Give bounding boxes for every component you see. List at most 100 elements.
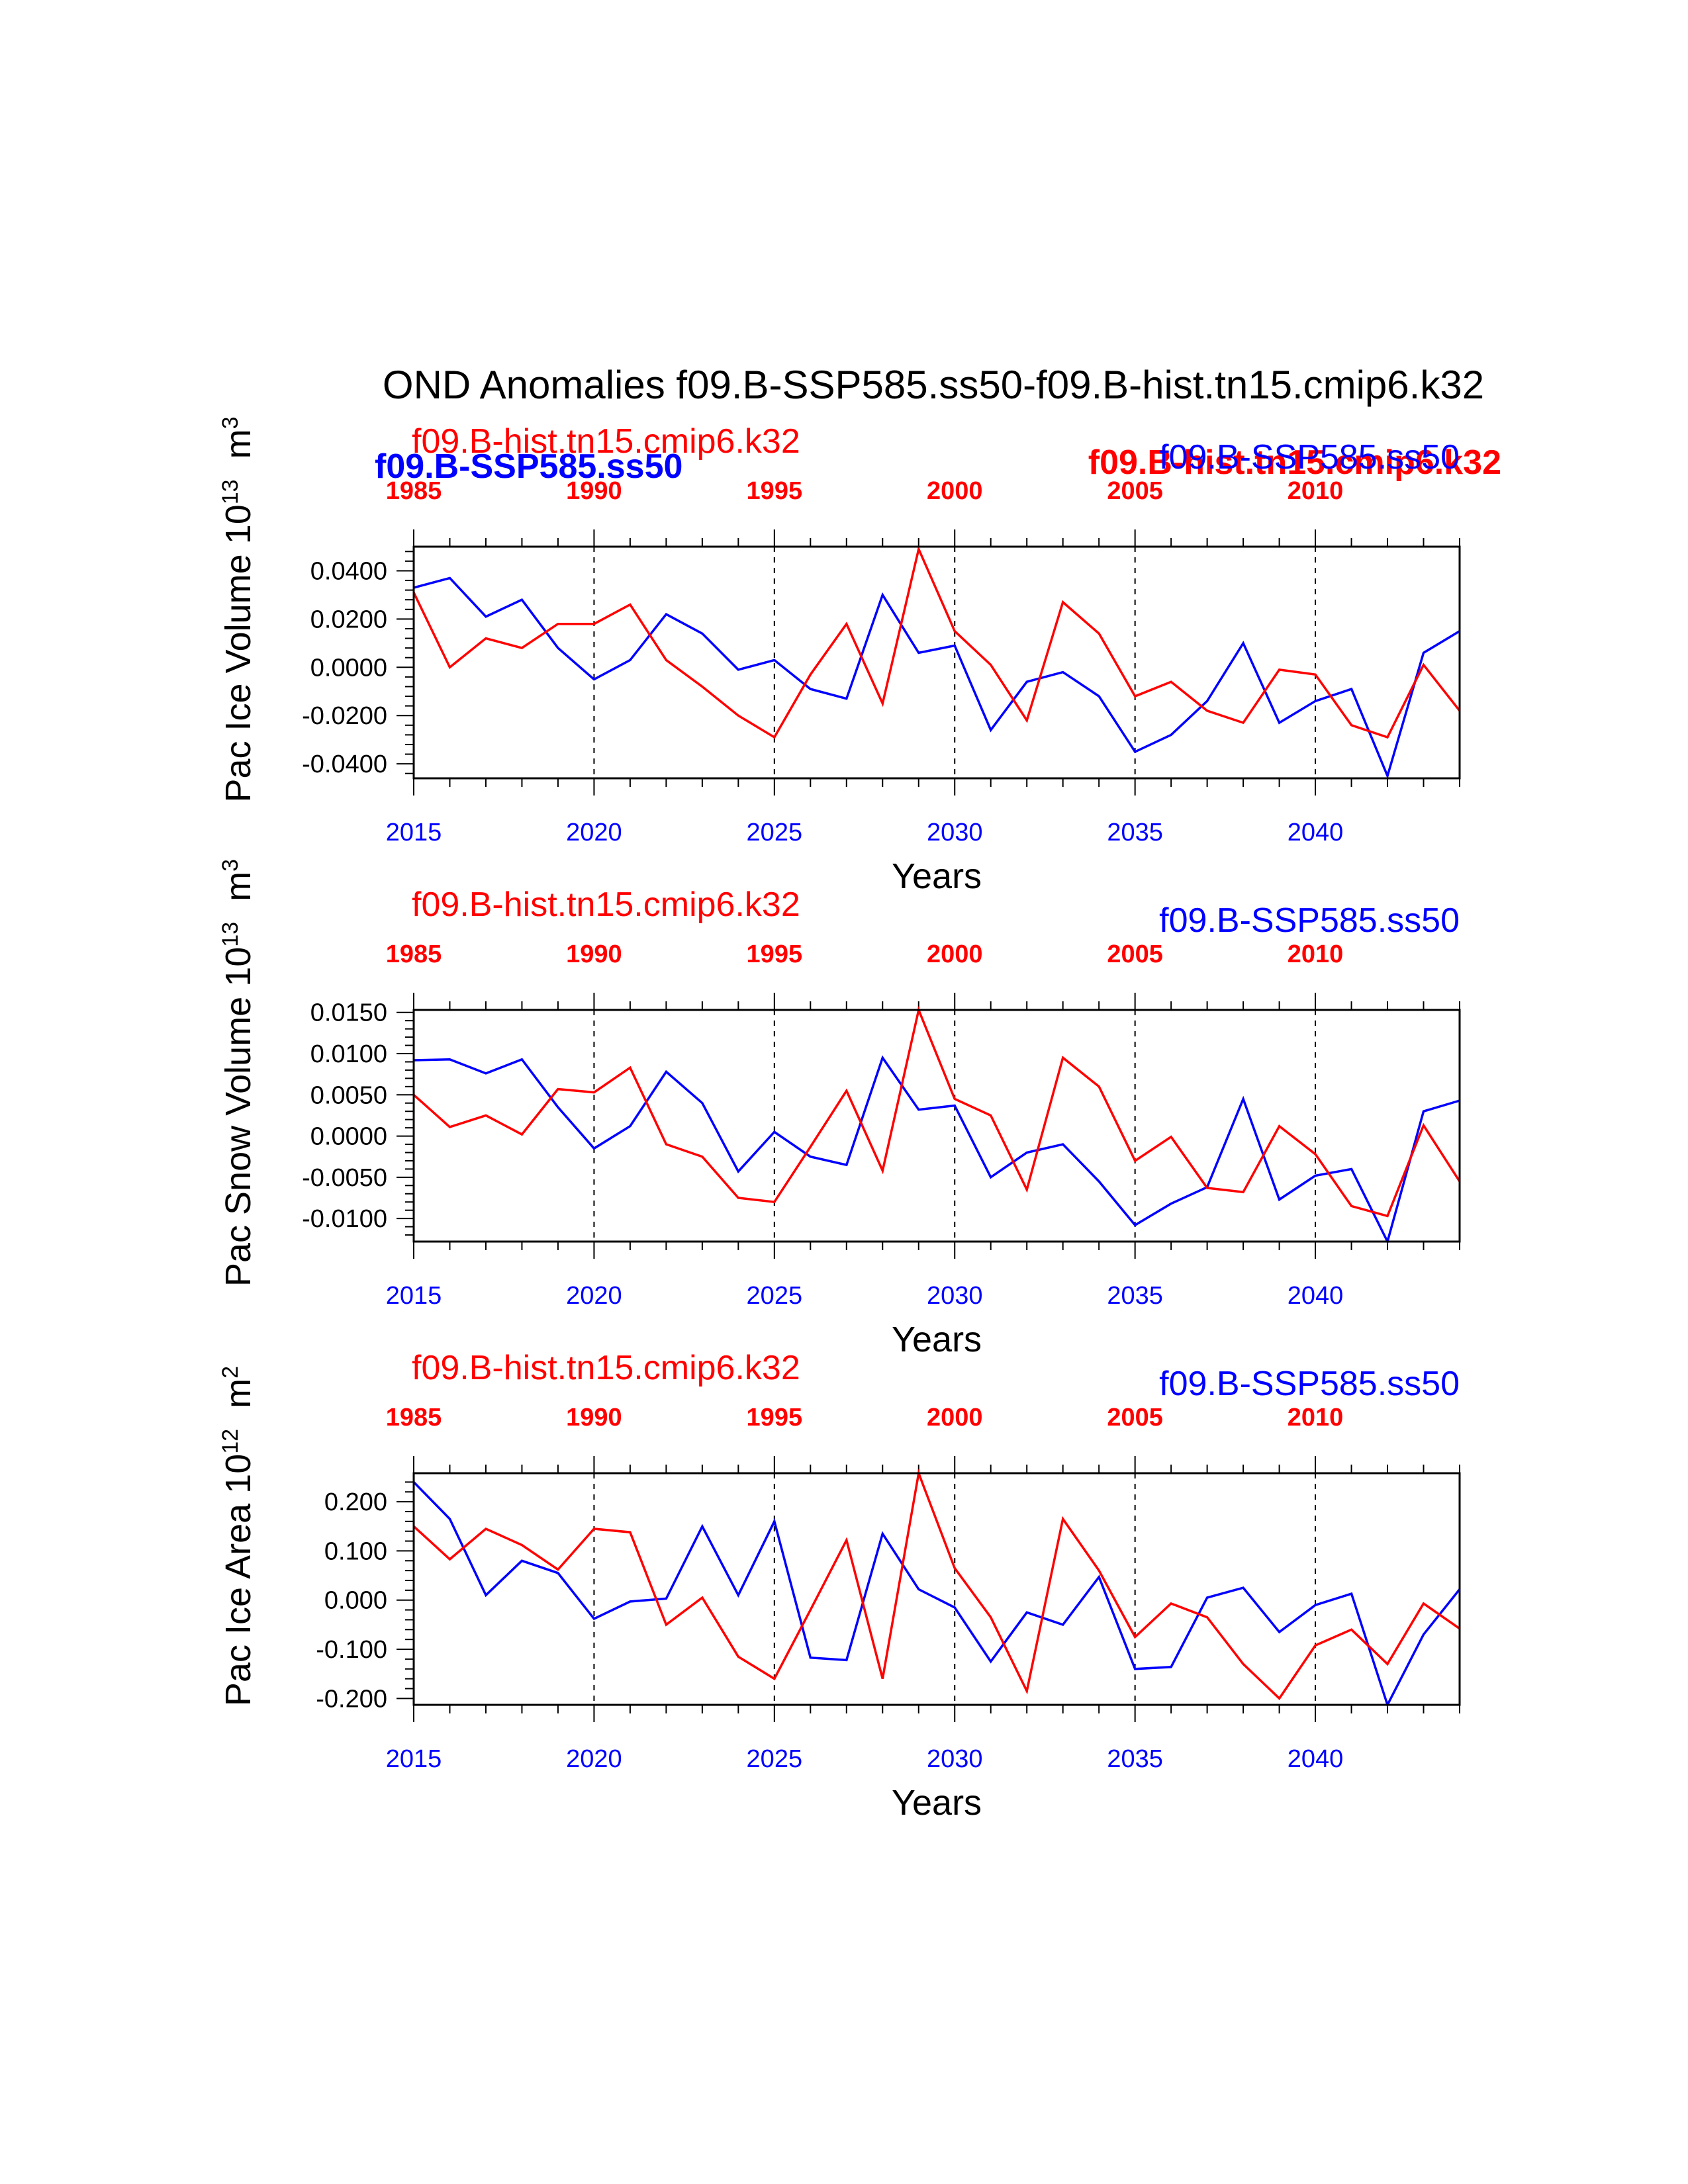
panel-2: f09.B-hist.tn15.cmip6.k32 f09.B-SSP585.ss… [218,859,1461,1359]
y-tick-label: -0.200 [316,1685,387,1713]
x-tick-label-top: 1995 [747,1404,803,1432]
y-tick-label: 0.0050 [310,1081,387,1109]
x-tick-label-bottom: 2035 [1107,1282,1163,1310]
x-tick-label-top: 1990 [566,477,622,505]
y-axis-title-part [218,469,258,479]
x-tick-label-top: 2000 [927,1404,983,1432]
y-axis-title: Pac Snow Volume 1013 m3 [218,859,258,1287]
x-tick-label-bottom: 2040 [1288,1745,1344,1773]
y-axis-title-part: Pac Snow Volume 10 [218,947,258,1287]
y-axis-title-superscript: 2 [218,1366,243,1379]
x-tick-label-top: 1985 [386,1404,442,1432]
y-axis-title-part: Pac Ice Volume 10 [218,504,258,802]
panel-1: f09.B-hist.tn15.cmip6.k32 f09.B-SSP585.ss… [218,416,1461,896]
x-tick-label-bottom: 2030 [927,819,983,846]
figure-title: OND Anomalies f09.B-SSP585.ss50-f09.B-hi… [383,363,1484,407]
y-axis-title-superscript: 3 [218,859,243,872]
y-axis-title-part [218,1419,258,1429]
x-tick-label-top: 2010 [1288,1404,1344,1432]
x-tick-label-top: 1995 [747,477,803,505]
y-axis-title-superscript: 13 [218,479,243,504]
x-tick-label-top: 2005 [1107,477,1163,505]
ssp-run-label: f09.B-SSP585.ss50 [1159,1365,1460,1403]
x-tick-label-bottom: 2035 [1107,819,1163,846]
y-tick-label: -0.0400 [302,751,387,778]
y-axis-title-part: m [218,429,258,459]
series-line-ssp585 [412,1481,1461,1708]
x-tick-label-bottom: 2015 [386,1282,442,1310]
x-tick-label-top: 2010 [1288,940,1344,968]
y-axis-title: Pac Ice Volume 1013 m3 [218,416,258,802]
x-tick-label-top: 2005 [1107,940,1163,968]
x-tick-label-bottom: 2020 [566,819,622,846]
y-tick-label: -0.0050 [302,1164,387,1192]
x-tick-label-top: 2010 [1288,477,1344,505]
x-tick-label-bottom: 2020 [566,1282,622,1310]
x-tick-label-top: 1985 [386,940,442,968]
y-tick-label: 0.100 [324,1537,387,1565]
x-tick-label-top: 1990 [566,940,622,968]
x-tick-label-top: 2000 [927,477,983,505]
x-axis-title: Years [892,856,982,896]
y-tick-label: 0.0100 [310,1040,387,1068]
x-tick-label-bottom: 2040 [1288,1282,1344,1310]
y-tick-label: 0.0200 [310,606,387,633]
hist-run-label: f09.B-hist.tn15.cmip6.k32 [412,1349,800,1387]
y-axis-title-text: Pac Ice Area 1012 m2 [218,1366,258,1706]
x-tick-label-bottom: 2040 [1288,819,1344,846]
x-tick-label-bottom: 2030 [927,1745,983,1773]
x-tick-label-top: 2005 [1107,1404,1163,1432]
ssp-run-label: f09.B-SSP585.ss50 [1159,901,1460,940]
y-axis-title-superscript: 13 [218,922,243,947]
y-tick-label: -0.0200 [302,702,387,730]
series-line-hist [412,1006,1461,1218]
x-axis-title: Years [892,1320,982,1359]
y-tick-label: 0.0000 [310,654,387,682]
x-tick-label-bottom: 2015 [386,1745,442,1773]
y-axis-title-part: Pac Ice Area 10 [218,1454,258,1706]
x-tick-label-top: 1985 [386,477,442,505]
y-axis-title-text: Pac Snow Volume 1013 m3 [218,859,258,1287]
hist-run-bold-label: f09.B-hist.tn15.cmip6.k32 [1088,443,1501,482]
panels: f09.B-hist.tn15.cmip6.k32 f09.B-SSP585.ss… [218,416,1461,1823]
y-axis-title-part: m [218,872,258,901]
x-tick-label-top: 1995 [747,940,803,968]
y-tick-label: 0.0000 [310,1123,387,1151]
x-tick-label-bottom: 2015 [386,819,442,846]
x-tick-label-bottom: 2025 [747,1282,803,1310]
x-tick-label-bottom: 2025 [747,1745,803,1773]
y-tick-label: 0.000 [324,1587,387,1615]
x-tick-label-bottom: 2025 [747,819,803,846]
y-tick-label: 0.200 [324,1488,387,1516]
series-line-hist [412,1469,1460,1700]
x-tick-label-bottom: 2020 [566,1745,622,1773]
x-tick-label-top: 2000 [927,940,983,968]
ssp-run-label: f09.B-SSP585.ss50 [1159,438,1460,477]
panel-3: f09.B-hist.tn15.cmip6.k32 f09.B-SSP585.ss… [218,1349,1461,1823]
plot-frame [412,1472,1461,1706]
y-axis-title: Pac Ice Area 1012 m2 [218,1366,258,1706]
y-axis-title-part [218,912,258,922]
ssp-run-bold-label: f09.B-SSP585.ss50 [375,447,682,486]
plot-frame [412,1009,1461,1243]
y-axis-title-superscript: 3 [218,416,243,429]
y-axis-title-superscript: 12 [218,1429,243,1454]
y-tick-label: 0.0400 [310,557,387,585]
series-line-hist [412,545,1461,739]
series-line-ssp585 [413,1055,1460,1245]
hist-run-label: f09.B-hist.tn15.cmip6.k32 [412,886,800,924]
x-tick-label-top: 1990 [566,1404,622,1432]
hist-run-label: f09.B-hist.tn15.cmip6.k32 [412,422,800,461]
plot-frame [412,545,1461,780]
x-axis-title: Years [892,1783,982,1823]
y-tick-label: -0.0100 [302,1205,387,1233]
y-axis-title-text: Pac Ice Volume 1013 m3 [218,416,258,802]
y-axis-title-part: m [218,1379,258,1408]
series-line-ssp585 [413,576,1460,780]
x-tick-label-bottom: 2035 [1107,1745,1163,1773]
x-tick-label-bottom: 2030 [927,1282,983,1310]
y-tick-label: 0.0150 [310,999,387,1027]
y-tick-label: -0.100 [316,1636,387,1664]
